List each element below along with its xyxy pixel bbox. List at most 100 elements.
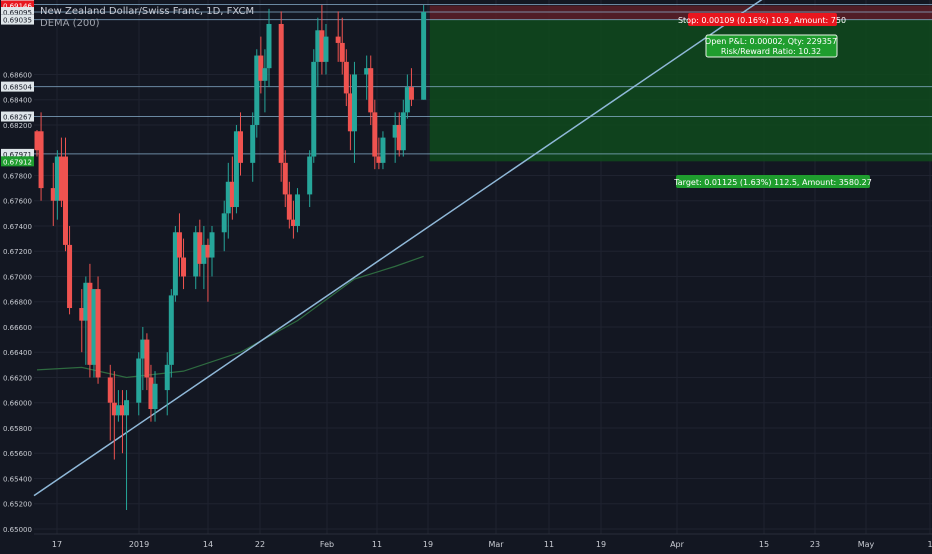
target-label: Target: 0.01125 (1.63%) 112.5, Amount: 3… [673, 178, 872, 187]
candle-body [79, 308, 85, 321]
y-tick-label: 0.65800 [3, 425, 32, 433]
x-tick-label: Feb [320, 540, 334, 549]
x-tick-label: 1 [927, 540, 932, 549]
candle [278, 11, 284, 182]
candle [87, 263, 93, 378]
candle-body [254, 55, 260, 125]
stop-label-bg [688, 13, 837, 26]
y-tick-label: 0.66200 [3, 374, 32, 382]
candle-body [124, 400, 130, 416]
candle-body [368, 68, 374, 113]
candle [111, 371, 117, 460]
candle [168, 289, 174, 378]
stop-label: Stop: 0.00109 (0.16%) 10.9, Amount: 750 [678, 16, 846, 25]
candle-body [307, 156, 313, 195]
candle-body [335, 36, 341, 43]
target-label-bg [676, 175, 870, 188]
candle [119, 390, 125, 454]
candle-body [392, 124, 398, 138]
candle-body [148, 377, 154, 410]
candle [372, 99, 378, 170]
candle [62, 137, 68, 252]
price-badge-bg [1, 6, 34, 17]
x-tick-label: 15 [759, 540, 769, 549]
candle-body [221, 213, 227, 233]
candle [54, 150, 60, 220]
candle [258, 36, 264, 94]
candle-body [233, 131, 239, 208]
candle [396, 112, 402, 157]
candle [91, 289, 97, 378]
candle-body [286, 194, 292, 220]
y-tick-label: 0.67000 [3, 273, 32, 281]
candle-body [262, 68, 268, 81]
candle-body [250, 124, 256, 163]
candle [262, 49, 268, 113]
x-tick-label: Apr [670, 540, 685, 549]
candle-body [136, 358, 142, 403]
candle-body [168, 295, 174, 365]
candle [95, 276, 101, 384]
candle [307, 150, 313, 208]
trendline [33, 0, 763, 497]
candle [282, 150, 288, 208]
candle-body [347, 93, 353, 132]
candle [201, 225, 207, 290]
target-price-badge-bg [1, 156, 34, 167]
candle [124, 390, 130, 511]
candle-body [258, 55, 264, 81]
x-tick-label: 19 [596, 540, 606, 549]
candle [392, 112, 398, 163]
candle-body [164, 364, 170, 391]
candle [421, 5, 427, 100]
candle [79, 289, 85, 353]
candle [368, 55, 374, 125]
x-tick-label: 22 [255, 540, 265, 549]
candle [376, 137, 382, 170]
candle [115, 390, 121, 422]
pnl-label: Open P&L: 0.00002, Qty: 229357 [705, 37, 837, 46]
candle-body [282, 162, 288, 195]
candle [380, 131, 386, 170]
candle-body [205, 244, 211, 258]
indicator-label: DEMA (200) [40, 18, 100, 29]
candle [311, 49, 317, 163]
candle-body [115, 405, 121, 416]
candle [140, 326, 146, 391]
candle-body [343, 61, 349, 94]
y-tick-label: 0.67800 [3, 172, 32, 180]
x-tick-label: 11 [372, 540, 382, 549]
y-tick-label: 0.65600 [3, 450, 32, 458]
y-tick-label: 0.65000 [3, 526, 32, 534]
target-zone [429, 19, 932, 162]
y-tick-label: 0.65200 [3, 501, 32, 509]
price-badge: 0.69095 [3, 9, 32, 17]
candle [319, 5, 325, 75]
candle-body [238, 131, 243, 163]
candle-body [107, 377, 113, 403]
y-tick-label: 0.67600 [3, 198, 32, 206]
candle [83, 276, 89, 365]
candle [294, 188, 300, 233]
candle-body [50, 188, 56, 201]
candle-body [119, 405, 125, 416]
candle [148, 364, 154, 422]
price-badge: 0.68267 [3, 114, 32, 122]
candle-body [266, 23, 272, 69]
candle-body [372, 112, 378, 157]
candle [67, 225, 73, 315]
candle-body [152, 383, 158, 410]
candle [400, 99, 406, 157]
candle-body [67, 244, 73, 309]
candle-body [294, 194, 300, 226]
candle [404, 74, 410, 119]
candle [290, 200, 296, 239]
candle-body [315, 30, 321, 62]
candle-body [172, 232, 178, 296]
candle [343, 49, 349, 107]
candle-body [111, 402, 117, 416]
stop-price-badge-bg [1, 0, 34, 11]
candle-body [197, 232, 203, 264]
